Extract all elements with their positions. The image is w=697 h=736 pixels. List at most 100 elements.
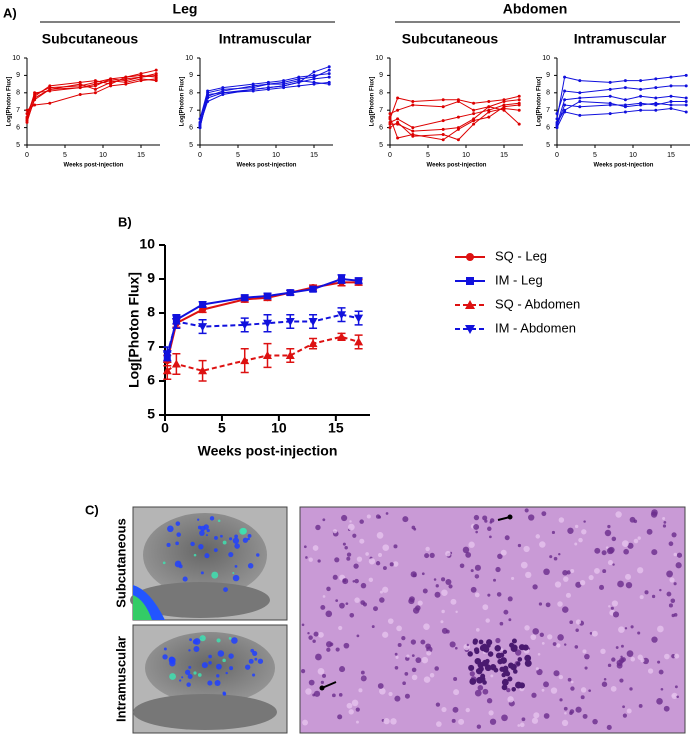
cell bbox=[583, 520, 586, 523]
cell bbox=[482, 604, 489, 611]
cell bbox=[674, 653, 680, 659]
cell bbox=[379, 687, 386, 695]
cell bbox=[305, 556, 308, 559]
y-tick-label: 9 bbox=[16, 72, 20, 79]
cell bbox=[476, 724, 482, 729]
signal-spot bbox=[208, 661, 212, 665]
marker bbox=[206, 100, 210, 103]
marker bbox=[396, 96, 400, 100]
marker bbox=[78, 80, 82, 84]
cell bbox=[421, 656, 429, 664]
marker bbox=[669, 106, 673, 110]
cell bbox=[668, 541, 674, 547]
cell bbox=[441, 589, 448, 596]
chart-title: Intramuscular bbox=[219, 31, 312, 47]
cell bbox=[325, 610, 333, 618]
marker bbox=[285, 318, 295, 326]
cell bbox=[574, 542, 578, 546]
cell bbox=[474, 574, 480, 579]
cell bbox=[536, 668, 543, 676]
marker bbox=[240, 321, 250, 330]
signal-spot bbox=[232, 571, 235, 574]
signal-spot bbox=[197, 673, 202, 677]
cell bbox=[359, 519, 364, 524]
cell bbox=[315, 524, 321, 531]
cell bbox=[671, 613, 675, 618]
cell bbox=[651, 594, 656, 599]
series-line bbox=[166, 335, 359, 372]
cell bbox=[582, 713, 588, 719]
cell bbox=[355, 707, 360, 712]
cell bbox=[487, 651, 494, 657]
cell bbox=[602, 569, 607, 574]
cell bbox=[373, 606, 378, 612]
cell bbox=[459, 563, 465, 569]
marker bbox=[563, 98, 567, 102]
cell bbox=[390, 718, 397, 725]
x-tick-label: 10 bbox=[629, 152, 637, 159]
cell bbox=[322, 673, 327, 678]
signal-spot bbox=[232, 574, 240, 582]
cell bbox=[554, 581, 562, 588]
chart-title: Intramuscular bbox=[574, 31, 667, 47]
cell bbox=[563, 576, 569, 582]
marker bbox=[338, 275, 346, 283]
cell bbox=[510, 663, 517, 671]
y-tick-label: 7 bbox=[147, 338, 155, 354]
cell bbox=[440, 620, 444, 624]
cell bbox=[507, 676, 513, 682]
cell bbox=[639, 595, 644, 600]
marker bbox=[555, 117, 559, 121]
x-tick-label: 5 bbox=[236, 152, 240, 159]
marker bbox=[327, 80, 331, 84]
marker bbox=[109, 82, 113, 86]
cell bbox=[584, 666, 588, 670]
cell bbox=[441, 577, 446, 582]
cell bbox=[424, 553, 430, 559]
signal-spot bbox=[228, 637, 232, 640]
marker bbox=[139, 75, 143, 79]
cell bbox=[322, 518, 326, 522]
series-line bbox=[389, 104, 520, 141]
signal-spot bbox=[175, 541, 179, 546]
signal-spot bbox=[193, 553, 197, 557]
cell bbox=[530, 634, 537, 641]
cell bbox=[501, 678, 509, 686]
cell bbox=[332, 529, 338, 534]
legend-label: IM - Abdomen bbox=[495, 320, 576, 335]
marker bbox=[396, 136, 400, 140]
marker bbox=[221, 91, 225, 95]
cell bbox=[533, 712, 540, 719]
cell bbox=[499, 621, 504, 626]
series-line bbox=[390, 106, 520, 132]
y-tick-label: 10 bbox=[185, 55, 193, 62]
signal-spot bbox=[256, 553, 260, 557]
marker bbox=[171, 359, 181, 368]
signal-spot bbox=[234, 543, 240, 549]
cell bbox=[308, 635, 313, 640]
cell bbox=[620, 655, 623, 659]
signal-spot bbox=[211, 571, 219, 579]
cell bbox=[302, 719, 309, 726]
cell bbox=[516, 661, 521, 666]
signal-spot bbox=[247, 563, 254, 569]
cell bbox=[557, 634, 564, 641]
cell bbox=[606, 724, 612, 730]
cell bbox=[497, 553, 503, 560]
marker bbox=[396, 117, 400, 121]
cell bbox=[494, 645, 501, 652]
cell bbox=[604, 529, 612, 537]
cell bbox=[334, 557, 340, 563]
cell bbox=[332, 574, 338, 580]
marker bbox=[623, 110, 627, 114]
marker bbox=[639, 108, 643, 112]
signal-spot bbox=[169, 673, 176, 680]
cell bbox=[376, 532, 384, 539]
marker bbox=[337, 311, 347, 320]
cell bbox=[484, 519, 488, 523]
marker bbox=[684, 96, 688, 100]
cell bbox=[349, 612, 355, 618]
marker bbox=[327, 68, 331, 72]
cell bbox=[342, 578, 349, 585]
cell bbox=[389, 562, 394, 567]
